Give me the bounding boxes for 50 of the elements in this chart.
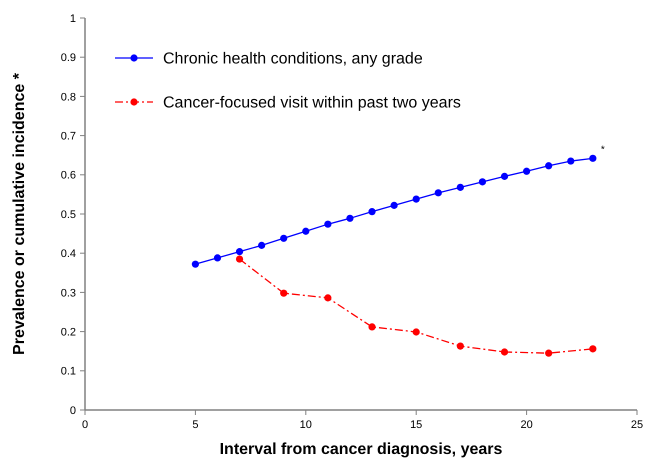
point — [456, 184, 464, 191]
y-tick-label: 0.3 — [60, 287, 76, 300]
point — [434, 189, 442, 196]
point — [390, 202, 398, 209]
point — [192, 260, 199, 268]
point — [567, 157, 574, 165]
point — [236, 255, 244, 263]
y-tick-label: 0.9 — [60, 52, 76, 64]
point — [412, 196, 420, 203]
point — [500, 172, 508, 180]
x-tick-label: 10 — [300, 419, 312, 431]
point — [500, 348, 508, 356]
point — [324, 220, 332, 228]
point — [302, 228, 310, 235]
y-tick-label: 0 — [70, 404, 76, 417]
x-axis-title: Interval from cancer diagnosis, years — [220, 441, 502, 458]
point — [589, 345, 596, 352]
point — [258, 242, 266, 249]
y-tick-label: 0.4 — [60, 248, 76, 260]
y-tick-label: 0.2 — [60, 326, 76, 338]
y-tick-label: 0.8 — [60, 91, 76, 104]
point — [368, 208, 376, 216]
point — [324, 294, 332, 302]
y-tick-label: 0.6 — [60, 170, 76, 182]
point — [214, 254, 222, 262]
point — [368, 323, 376, 330]
point — [456, 342, 464, 350]
point — [280, 234, 288, 242]
y-tick-label: 0.7 — [60, 130, 76, 142]
y-tick-label: 0.5 — [60, 208, 76, 221]
point — [346, 214, 354, 222]
x-tick-label: 5 — [192, 419, 198, 431]
point — [236, 248, 244, 256]
x-tick-label: 25 — [630, 419, 644, 431]
point — [412, 328, 420, 336]
y-tick-label: 0.1 — [60, 366, 76, 378]
point — [280, 290, 288, 297]
annotation: * — [600, 144, 605, 156]
point — [523, 168, 530, 175]
y-axis-title: Prevalence or cumulative incidence * — [11, 72, 28, 355]
point — [478, 178, 486, 186]
point — [545, 350, 552, 357]
y-tick-label: 1 — [70, 12, 76, 25]
x-tick-label: 0 — [82, 419, 88, 431]
point — [545, 162, 552, 170]
point — [589, 154, 596, 162]
legend-label: Cancer-focused visit within past two years — [163, 94, 461, 112]
x-tick-label: 15 — [410, 419, 422, 431]
legend-label: Chronic health conditions, any grade — [163, 50, 423, 68]
x-tick-label: 20 — [520, 419, 533, 431]
